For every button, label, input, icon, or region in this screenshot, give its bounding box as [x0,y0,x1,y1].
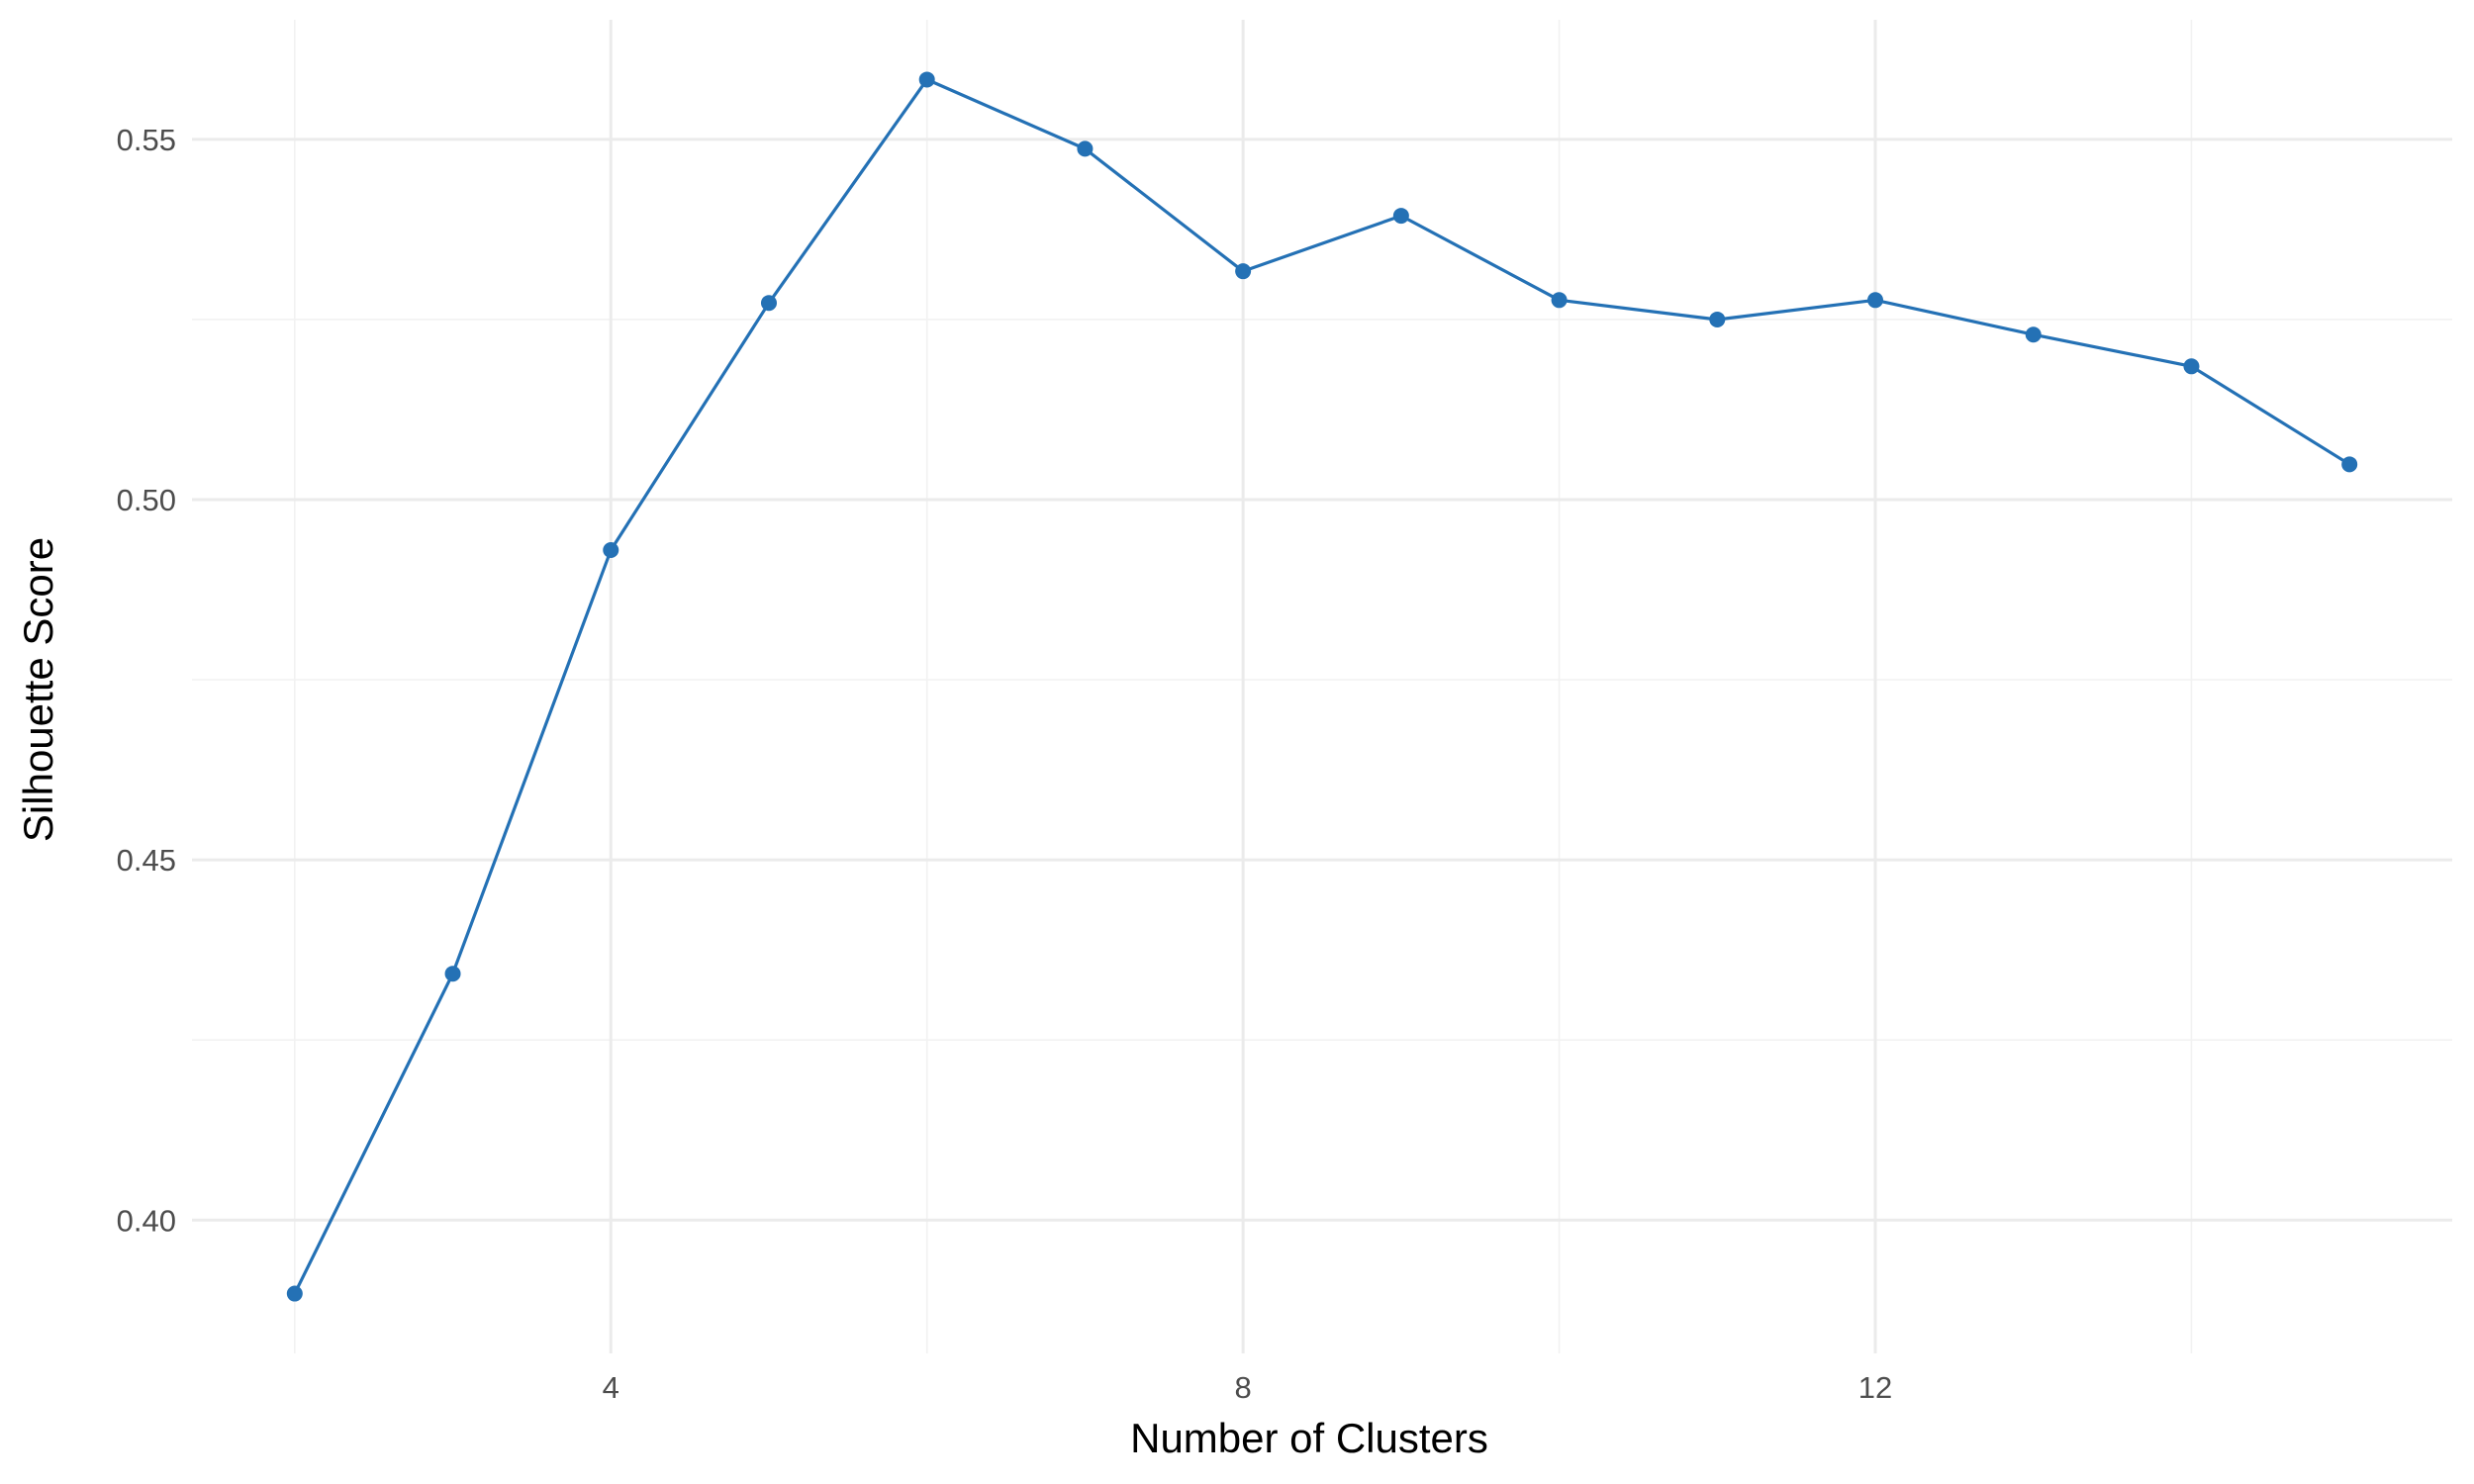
series-line [293,77,2351,1295]
y-axis-tick-labels: 0.40 0.45 0.50 0.55 [117,123,176,1238]
x-axis-title: Number of Clusters [1130,1415,1488,1461]
x-tick-label: 4 [603,1370,619,1405]
data-point [1551,292,1568,309]
minor-gridlines [192,20,2452,1353]
data-point [918,71,935,88]
y-tick-label: 0.50 [117,483,176,517]
data-point [1235,263,1252,280]
major-gridlines [192,20,2452,1353]
series-layer [286,71,2358,1302]
data-point [1867,292,1884,309]
y-tick-label: 0.55 [117,123,176,157]
y-tick-label: 0.45 [117,843,176,878]
data-point [286,1285,303,1302]
data-point [2025,326,2042,343]
data-point [1392,208,1409,225]
data-point [603,541,619,558]
x-tick-label: 12 [1858,1370,1892,1405]
y-axis-title: Silhouette Score [15,537,61,842]
data-point [2183,358,2200,375]
y-tick-label: 0.40 [117,1203,176,1238]
data-point [1077,140,1094,157]
x-axis-tick-labels: 4 8 12 [603,1370,1893,1405]
data-point [1709,311,1726,327]
x-tick-label: 8 [1235,1370,1252,1405]
data-point [2341,456,2358,473]
data-point [760,295,777,312]
data-point [444,966,461,982]
